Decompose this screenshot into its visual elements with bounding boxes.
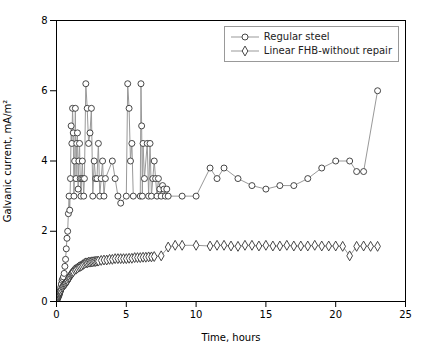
svg-text:5: 5 xyxy=(123,309,129,320)
svg-text:20: 20 xyxy=(329,309,342,320)
svg-text:10: 10 xyxy=(190,309,203,320)
html-text:Linear FHB-without repair: Linear FHB-without repair xyxy=(263,45,392,56)
svg-text:6: 6 xyxy=(41,85,47,96)
svg-text:Galvanic current, mA/m²: Galvanic current, mA/m² xyxy=(2,100,13,223)
svg-text:25: 25 xyxy=(399,309,412,320)
svg-text:4: 4 xyxy=(41,155,47,166)
svg-text:15: 15 xyxy=(260,309,273,320)
svg-text:Time, hours: Time, hours xyxy=(201,332,261,343)
svg-text:0: 0 xyxy=(41,296,47,307)
svg-text:2: 2 xyxy=(41,225,47,236)
svg-text:8: 8 xyxy=(41,15,47,26)
svg-text:0: 0 xyxy=(53,309,59,320)
html-text:Regular steel: Regular steel xyxy=(263,31,330,42)
